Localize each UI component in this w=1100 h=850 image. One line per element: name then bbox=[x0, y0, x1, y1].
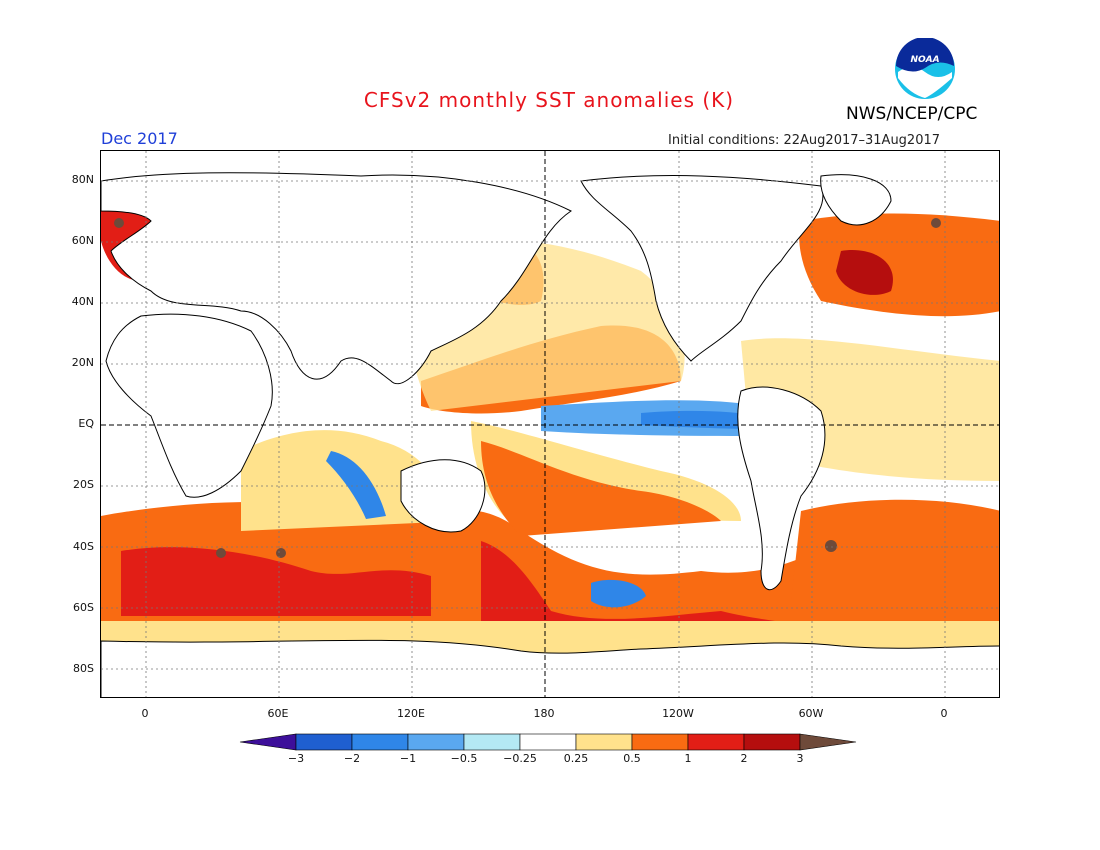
colorbar-tick-label: −0.25 bbox=[503, 752, 537, 765]
continents bbox=[101, 172, 999, 697]
colorbar-segment bbox=[743, 733, 801, 751]
colorbar-segment bbox=[631, 733, 689, 751]
anomaly-strong-southern bbox=[121, 547, 431, 616]
colorbar bbox=[239, 733, 857, 751]
colorbar-tick-label: −2 bbox=[343, 752, 361, 765]
lat-label: 40S bbox=[73, 540, 94, 553]
anomaly-extreme-spot bbox=[216, 548, 226, 558]
anomaly-warm-south-atlantic bbox=[791, 499, 999, 601]
colorbar-segment bbox=[575, 733, 633, 751]
colorbar-segment bbox=[519, 733, 577, 751]
colorbar-tick-label: 2 bbox=[740, 752, 748, 765]
anomaly-extreme-spot bbox=[825, 540, 837, 552]
colorbar-tick-label: −3 bbox=[287, 752, 305, 765]
anomaly-cool-south-pacific bbox=[591, 579, 646, 608]
anomaly-cool-indian bbox=[326, 451, 386, 519]
lat-label: 80S bbox=[73, 662, 94, 675]
greenland-landmass bbox=[820, 174, 892, 226]
lat-label: 20S bbox=[73, 478, 94, 491]
africa-landmass bbox=[105, 313, 273, 498]
antarctica-landmass bbox=[101, 639, 999, 697]
lat-label: 40N bbox=[71, 295, 94, 308]
lat-label: 60N bbox=[71, 234, 94, 247]
map-canvas bbox=[101, 151, 999, 697]
eurasia-landmass bbox=[101, 172, 572, 385]
colorbar-tick-label: 1 bbox=[684, 752, 692, 765]
lat-label: 80N bbox=[71, 173, 94, 186]
initial-conditions-label: Initial conditions: 22Aug2017–31Aug2017 bbox=[668, 133, 941, 148]
anomaly-extreme-spot bbox=[931, 218, 941, 228]
valid-month-label: Dec 2017 bbox=[101, 129, 178, 148]
australia-landmass bbox=[400, 459, 486, 533]
north-america-landmass bbox=[580, 175, 824, 362]
south-america-landmass bbox=[737, 386, 826, 591]
lon-label: 180 bbox=[533, 707, 555, 720]
colorbar-segment bbox=[239, 733, 297, 751]
map-title: CFSv2 monthly SST anomalies (K) bbox=[363, 88, 735, 112]
anomaly-cool-equatorial-core bbox=[641, 410, 761, 429]
lon-label: 0 bbox=[141, 707, 149, 720]
colorbar-tick-label: 3 bbox=[796, 752, 804, 765]
lat-label: 20N bbox=[71, 356, 94, 369]
lon-label: 120W bbox=[662, 707, 694, 720]
anomaly-extreme-spot bbox=[114, 218, 124, 228]
colorbar-segment bbox=[463, 733, 521, 751]
lon-label: 120E bbox=[397, 707, 425, 720]
colorbar-segment bbox=[687, 733, 745, 751]
anomaly-warm-north-atlantic bbox=[799, 213, 999, 317]
lon-label: 60E bbox=[267, 707, 289, 720]
lat-label: EQ bbox=[78, 417, 94, 430]
colorbar-segment bbox=[295, 733, 353, 751]
anomaly-strong-south-pacific bbox=[481, 541, 821, 646]
agency-label: NWS/NCEP/CPC bbox=[846, 104, 978, 124]
noaa-logo-text: NOAA bbox=[910, 55, 939, 65]
lon-label: 60W bbox=[798, 707, 824, 720]
lon-label: 0 bbox=[940, 707, 948, 720]
graticule bbox=[101, 151, 999, 697]
lat-label: 60S bbox=[73, 601, 94, 614]
sst-anomaly-map bbox=[100, 150, 1000, 698]
colorbar-segment bbox=[799, 733, 857, 751]
colorbar-segment bbox=[407, 733, 465, 751]
anomaly-strong-north-atlantic bbox=[836, 250, 893, 295]
colorbar-tick-label: 0.5 bbox=[623, 752, 641, 765]
anomaly-orange-south-pacific bbox=[481, 441, 721, 536]
noaa-logo: NOAA bbox=[895, 38, 955, 99]
colorbar-tick-label: 0.25 bbox=[563, 752, 589, 765]
colorbar-segment bbox=[351, 733, 409, 751]
anomaly-extreme-spot bbox=[276, 548, 286, 558]
colorbar-tick-label: −1 bbox=[399, 752, 417, 765]
colorbar-tick-label: −0.5 bbox=[450, 752, 478, 765]
